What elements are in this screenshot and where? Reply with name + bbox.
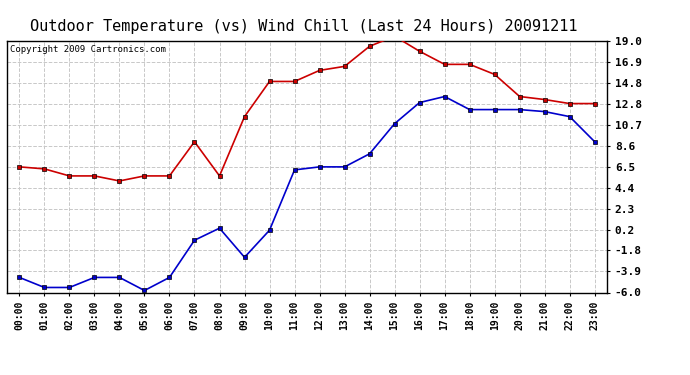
Text: Copyright 2009 Cartronics.com: Copyright 2009 Cartronics.com [10, 45, 166, 54]
Text: Outdoor Temperature (vs) Wind Chill (Last 24 Hours) 20091211: Outdoor Temperature (vs) Wind Chill (Las… [30, 19, 578, 34]
